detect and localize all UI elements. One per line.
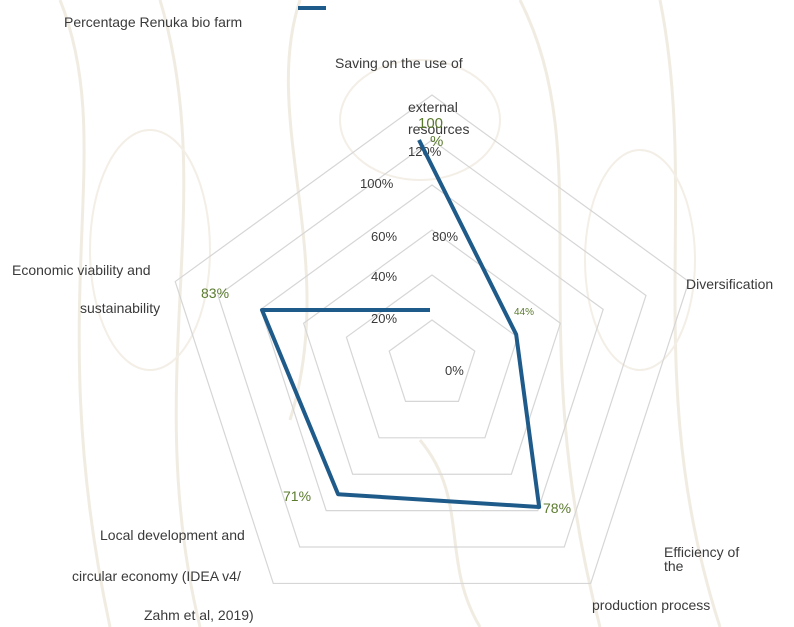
radial-tick-100: 100% bbox=[360, 176, 394, 191]
radial-tick-0: 0% bbox=[445, 363, 464, 378]
axis-label-saving-line1: Saving on the use of bbox=[335, 55, 463, 71]
grid-ring-20 bbox=[388, 319, 476, 403]
axis-label-efficiency-line2: the bbox=[664, 558, 684, 574]
value-label-economic: 83% bbox=[201, 285, 230, 301]
axis-label-economic-line2: sustainability bbox=[80, 300, 161, 316]
value-label-efficiency: 78% bbox=[543, 500, 572, 516]
axis-label-efficiency-line1: Efficiency of bbox=[664, 544, 740, 560]
axis-label-saving-line2: external bbox=[408, 99, 458, 115]
grid-ring-100 bbox=[217, 139, 647, 548]
axis-label-local-line1: Local development and bbox=[100, 527, 245, 543]
value-label-saving-pct: % bbox=[430, 133, 444, 150]
legend-swatch bbox=[298, 6, 326, 10]
radial-tick-60: 60% bbox=[371, 229, 397, 244]
series-line-renuka bbox=[260, 139, 542, 509]
value-label-saving: 100 bbox=[418, 115, 444, 132]
legend-label: Percentage Renuka bio farm bbox=[64, 14, 243, 30]
axis-label-diversification: Diversification bbox=[686, 276, 774, 292]
axis-label-local-line2: circular economy (IDEA v4/ bbox=[72, 568, 241, 584]
radial-tick-80: 80% bbox=[432, 229, 458, 244]
axis-label-economic-line1: Economic viability and bbox=[12, 262, 151, 278]
radial-tick-20: 20% bbox=[371, 311, 397, 326]
grid-ring-60 bbox=[302, 229, 562, 475]
radar-grid bbox=[174, 94, 690, 585]
grid-ring-120 bbox=[174, 94, 690, 585]
value-label-local: 71% bbox=[283, 488, 312, 504]
radial-tick-40: 40% bbox=[371, 269, 397, 284]
axis-label-saving-line3: resources bbox=[408, 121, 470, 137]
axis-label-local-line3: Zahm et al, 2019) bbox=[144, 607, 254, 623]
radial-tick-labels: 0%20%40%60% 80%100%120% bbox=[360, 144, 464, 378]
grid-ring-80 bbox=[260, 184, 604, 512]
axis-label-efficiency-line3: production process bbox=[592, 597, 711, 613]
grid-ring-40 bbox=[345, 274, 519, 439]
value-label-diversification: 44% bbox=[514, 307, 535, 318]
